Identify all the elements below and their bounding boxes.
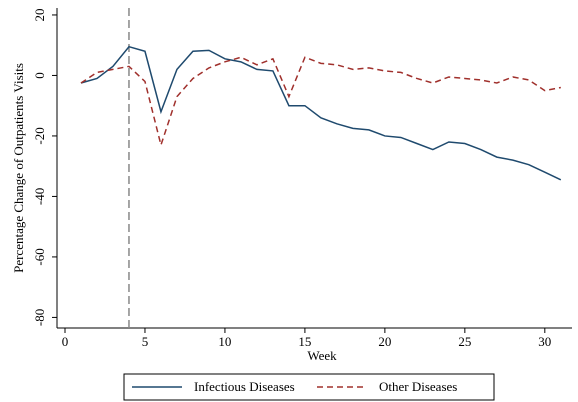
series-line — [80, 45, 562, 181]
y-tick-label: -40 — [32, 188, 47, 205]
y-tick-label: -20 — [32, 127, 47, 144]
legend-label: Infectious Diseases — [194, 379, 295, 394]
x-tick-label: 0 — [62, 334, 69, 349]
y-axis-label: Percentage Change of Outpatients Visits — [11, 63, 26, 273]
x-tick-label: 10 — [218, 334, 231, 349]
y-tick-label: -80 — [32, 309, 47, 326]
x-tick-label: 30 — [538, 334, 551, 349]
legend-label: Other Diseases — [379, 379, 457, 394]
legend-box — [123, 373, 495, 401]
x-tick-label: 15 — [298, 334, 311, 349]
x-tick-label: 25 — [458, 334, 471, 349]
x-tick-label: 5 — [142, 334, 149, 349]
x-tick-label: 20 — [378, 334, 391, 349]
y-tick-label: 0 — [32, 72, 47, 79]
y-tick-label: -60 — [32, 248, 47, 265]
series-line — [80, 56, 561, 148]
x-axis-label: Week — [307, 348, 337, 363]
y-tick-label: 20 — [32, 8, 47, 21]
